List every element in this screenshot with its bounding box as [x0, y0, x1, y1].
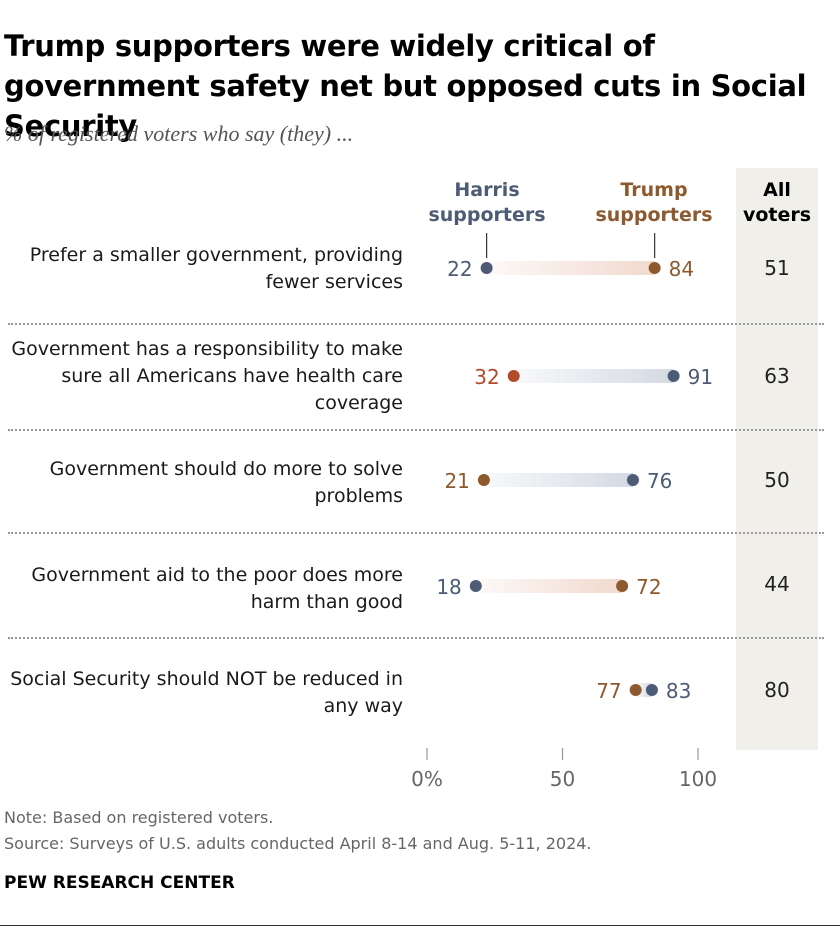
trump-dot [477, 474, 490, 486]
pew-research-center-logo-text: PEW RESEARCH CENTER [4, 873, 235, 893]
range-bar [475, 579, 623, 593]
row-label-do-more: Government should do more to solve probl… [49, 458, 403, 507]
x-axis-tick-label: 50 [550, 767, 575, 791]
harris-dot [480, 262, 493, 274]
all-voters-column-header: All voters [742, 179, 812, 226]
trump-dot [629, 684, 642, 696]
chart-subtitle: % of registered voters who say (they) ..… [4, 121, 354, 146]
harris-dot [626, 474, 639, 486]
x-axis-tick-label: 0% [411, 767, 443, 791]
source-text: Source: Surveys of U.S. adults conducted… [4, 834, 592, 853]
all-voters-value: 44 [764, 572, 790, 596]
harris-dot [667, 370, 680, 382]
trump-value-label: 72 [636, 575, 661, 599]
row-label-aid-to-poor: Government aid to the poor does more har… [31, 564, 403, 613]
all-voters-band [736, 168, 818, 750]
harris-value-label: 18 [436, 575, 461, 599]
trump-value-label: 84 [669, 257, 694, 281]
harris-value-label: 83 [666, 679, 691, 703]
harris-dot [645, 684, 658, 696]
range-bar [486, 261, 655, 275]
trump-column-header: Trump supporters [595, 179, 713, 226]
trump-dot [616, 580, 629, 592]
all-voters-value: 51 [764, 256, 790, 280]
trump-dot [507, 370, 520, 382]
note-text: Note: Based on registered voters. [4, 808, 274, 827]
all-voters-value: 80 [764, 678, 790, 702]
x-axis-tick-label: 100 [679, 767, 717, 791]
row-separator [8, 637, 824, 639]
trump-value-label: 32 [474, 365, 499, 389]
all-voters-value: 63 [764, 364, 790, 388]
harris-dot [469, 580, 482, 592]
row-separator [8, 532, 824, 534]
harris-value-label: 76 [647, 469, 672, 493]
row-separator [8, 429, 824, 431]
all-voters-value: 50 [764, 468, 790, 492]
row-label-smaller-government: Prefer a smaller government, providing f… [29, 244, 403, 293]
harris-column-header: Harris supporters [428, 179, 546, 226]
range-bar [513, 369, 674, 383]
trump-dot [648, 262, 661, 274]
bottom-rule [0, 925, 840, 926]
trump-value-label: 77 [596, 679, 621, 703]
harris-value-label: 22 [447, 257, 472, 281]
row-label-social-security: Social Security should NOT be reduced in… [10, 668, 403, 717]
harris-value-label: 91 [688, 365, 713, 389]
trump-value-label: 21 [444, 469, 469, 493]
chart-title: Trump supporters were widely critical of… [4, 29, 807, 143]
row-label-health-care: Government has a responsibility to make … [11, 338, 403, 414]
range-bar [483, 473, 633, 487]
dot-plot: 22 84 91 32 76 21 18 72 83 77 0% 50 100 [411, 233, 717, 791]
row-separator [8, 323, 824, 325]
